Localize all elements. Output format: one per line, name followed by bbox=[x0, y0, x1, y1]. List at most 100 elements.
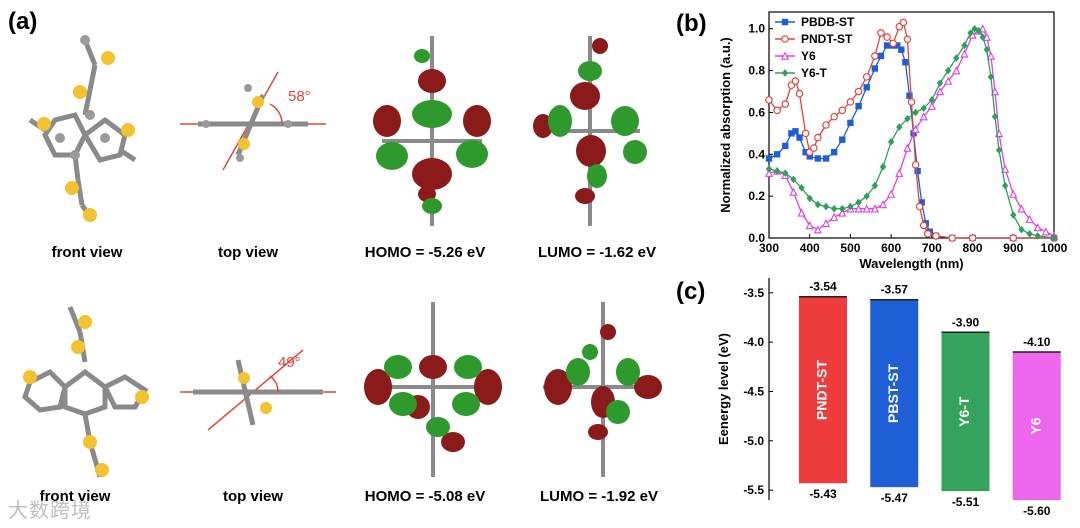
bar-bottom-label: -5.43 bbox=[809, 487, 837, 501]
data-point bbox=[1009, 189, 1018, 198]
caption-homo-bottom: HOMO = -5.08 eV bbox=[364, 488, 486, 505]
bar-y6-t bbox=[941, 332, 990, 492]
data-point bbox=[854, 204, 863, 213]
data-point bbox=[782, 142, 789, 150]
y-tick-label: -5.0 bbox=[743, 434, 764, 448]
data-point bbox=[871, 65, 879, 72]
data-point bbox=[907, 98, 916, 106]
data-point bbox=[863, 84, 870, 91]
data-point bbox=[877, 29, 885, 37]
bar-pbst-st bbox=[870, 299, 919, 488]
data-point bbox=[935, 87, 945, 96]
data-point bbox=[814, 155, 822, 162]
data-point bbox=[878, 200, 888, 209]
caption-lumo-bottom: LUMO = -1.92 eV bbox=[540, 488, 658, 505]
data-point bbox=[802, 149, 809, 156]
molecule-top-view-bottom bbox=[180, 349, 336, 431]
data-point bbox=[862, 73, 871, 81]
legend-label: Y6-T bbox=[801, 66, 828, 80]
data-point bbox=[838, 208, 847, 217]
data-point bbox=[944, 76, 953, 85]
homo-orbital-top bbox=[373, 36, 491, 226]
data-point bbox=[986, 51, 995, 60]
legend-marker bbox=[781, 69, 789, 77]
data-point bbox=[1009, 234, 1018, 242]
bar-top-label: -4.10 bbox=[1023, 335, 1051, 349]
data-point bbox=[877, 52, 885, 60]
data-point bbox=[830, 112, 838, 121]
data-point bbox=[797, 208, 806, 217]
x-tick-label: 800 bbox=[963, 241, 983, 255]
data-point bbox=[830, 149, 838, 156]
y-tick-label: 0.4 bbox=[748, 147, 765, 161]
data-point bbox=[1018, 225, 1025, 234]
data-point bbox=[1025, 214, 1034, 223]
data-point bbox=[813, 225, 822, 234]
data-point bbox=[894, 42, 901, 49]
data-point bbox=[814, 200, 822, 209]
data-point bbox=[903, 143, 912, 152]
caption-top-view-bottom: top view bbox=[222, 488, 283, 505]
data-point bbox=[911, 124, 920, 133]
data-point bbox=[764, 168, 774, 177]
y-tick-label: 1.0 bbox=[748, 22, 765, 36]
data-point bbox=[883, 42, 891, 49]
y-tick-label: -3.5 bbox=[743, 286, 764, 300]
caption-lumo-top: LUMO = -1.62 eV bbox=[538, 244, 656, 261]
data-point bbox=[952, 66, 961, 75]
data-point bbox=[765, 155, 773, 162]
data-point bbox=[918, 199, 925, 206]
data-point bbox=[887, 137, 895, 146]
molecule-top-view-top bbox=[180, 71, 326, 171]
bar-category-label: Y6 bbox=[1027, 417, 1043, 434]
data-point bbox=[975, 27, 982, 35]
legend-marker bbox=[781, 35, 789, 43]
x-tick-label: 500 bbox=[840, 241, 860, 255]
data-point bbox=[847, 202, 854, 211]
data-point bbox=[960, 49, 969, 58]
y-tick-label: 0.6 bbox=[748, 105, 765, 119]
data-point bbox=[789, 187, 798, 196]
data-point bbox=[990, 87, 1000, 96]
series-y6 bbox=[764, 24, 1059, 240]
data-point bbox=[927, 101, 936, 110]
data-point bbox=[809, 144, 818, 152]
caption-top-view-top: top view bbox=[217, 244, 278, 261]
data-point bbox=[968, 234, 977, 242]
bar-category-label: PNDT-ST bbox=[814, 360, 830, 420]
data-point bbox=[822, 155, 830, 162]
data-point bbox=[847, 119, 854, 127]
legend-label: PBDB-ST bbox=[801, 15, 855, 29]
legend-marker bbox=[781, 18, 789, 26]
x-tick-label: 1000 bbox=[1041, 241, 1068, 255]
data-point bbox=[1017, 204, 1026, 213]
legend-entry: PNDT-ST bbox=[775, 32, 853, 46]
y-axis-label: Normalized absorption (a.u.) bbox=[718, 37, 733, 213]
bar-bottom-label: -5.47 bbox=[881, 491, 909, 505]
bar-top-label: -3.90 bbox=[952, 315, 980, 329]
data-point bbox=[855, 102, 862, 110]
data-point bbox=[830, 204, 838, 213]
data-point bbox=[932, 232, 940, 240]
bar-pndt-st bbox=[799, 296, 847, 484]
y-tick-label: 0.2 bbox=[748, 189, 765, 203]
data-point bbox=[879, 163, 887, 171]
data-point bbox=[887, 189, 896, 198]
y-tick-label: 0.0 bbox=[748, 231, 765, 245]
caption-front-view-top: front view bbox=[51, 244, 123, 261]
bar-bottom-label: -5.51 bbox=[952, 495, 980, 509]
x-axis-label: Wavelength (nm) bbox=[859, 256, 963, 271]
data-point bbox=[895, 168, 904, 177]
lumo-orbital-bottom bbox=[543, 302, 662, 477]
caption-front-view-bottom: front view bbox=[39, 488, 111, 505]
data-point bbox=[1001, 181, 1009, 190]
data-point bbox=[919, 221, 928, 230]
data-point bbox=[1033, 223, 1042, 232]
x-tick-label: 700 bbox=[922, 241, 942, 255]
data-point bbox=[830, 212, 839, 221]
data-point bbox=[846, 98, 855, 106]
legend-label: PNDT-ST bbox=[801, 32, 853, 46]
lumo-orbital-top bbox=[533, 36, 647, 226]
data-point bbox=[948, 234, 957, 242]
legend-marker bbox=[780, 51, 790, 60]
